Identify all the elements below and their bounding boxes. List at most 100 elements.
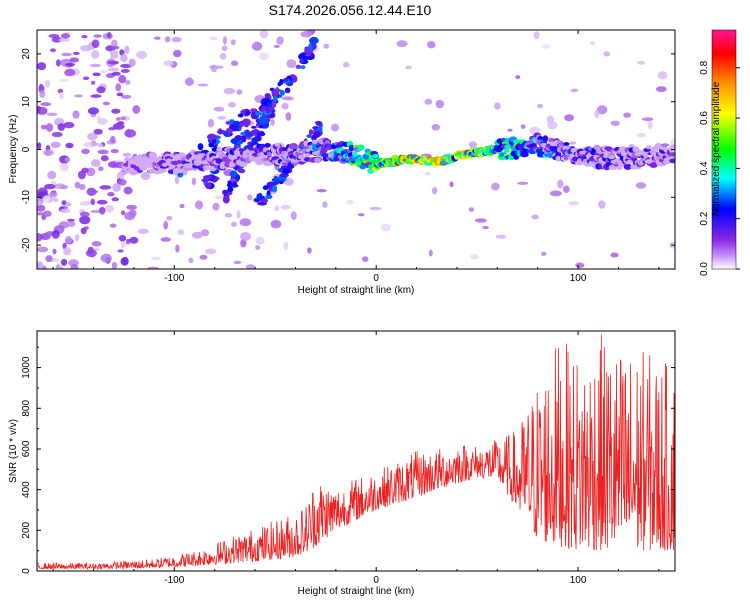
heatmap-cell <box>44 183 56 190</box>
colorbar-label: Normalized spectral amplitude <box>711 81 722 216</box>
figure-title: S174.2026.056.12.44.E10 <box>269 2 432 18</box>
heatmap-cell <box>97 143 104 148</box>
heatmap-cell <box>147 169 155 174</box>
heatmap-cell <box>495 234 507 239</box>
heatmap-cell <box>491 182 500 191</box>
heatmap-cell <box>83 76 90 81</box>
heatmap-cell <box>255 245 261 250</box>
heatmap-cell <box>657 71 668 80</box>
heatmap-cell <box>325 146 333 151</box>
heatmap-cell <box>262 185 269 191</box>
heatmap-cell <box>52 197 59 203</box>
colorbar-ticks: 0.0 0.2 0.4 0.6 0.8 <box>699 60 740 276</box>
heatmap-cell <box>111 71 121 76</box>
heatmap-cell <box>265 106 272 114</box>
heatmap-cell <box>112 183 121 192</box>
heatmap-cell <box>255 236 265 245</box>
heatmap-cell <box>435 99 444 109</box>
heatmap-cell <box>623 163 632 170</box>
heatmap-cell <box>163 220 169 230</box>
heatmap-cell <box>63 121 75 129</box>
heatmap-cell <box>507 128 513 132</box>
snr-ytick-label: 1000 <box>21 356 32 379</box>
heatmap-cell <box>237 168 246 174</box>
heatmap-cell <box>187 77 193 86</box>
heatmap-cell <box>515 75 521 80</box>
heatmap-cell <box>669 144 675 151</box>
heatmap-cell <box>299 65 306 70</box>
heatmap-cell <box>102 101 111 106</box>
heatmap-cell <box>48 34 60 38</box>
heatmap-cell <box>537 103 543 109</box>
heatmap-cell <box>67 221 76 228</box>
heatmap-cell <box>251 125 257 129</box>
heatmap-cell <box>649 162 658 168</box>
heatmap-cell <box>57 123 66 131</box>
heatmap-cell <box>270 119 275 126</box>
heatmap-cell <box>61 52 72 57</box>
heatmap-cell <box>38 83 44 91</box>
heatmap-cell <box>213 177 219 182</box>
heatmap-cell <box>503 148 510 153</box>
heatmap-cell <box>60 185 69 190</box>
heatmap-cell <box>315 122 322 126</box>
heatmap-cell <box>80 211 90 217</box>
heatmap-cell <box>43 149 55 156</box>
snr-ytick-label: 600 <box>21 440 32 457</box>
heatmap-cell <box>120 94 132 99</box>
heatmap-cell <box>312 151 320 156</box>
heatmap-cell <box>175 244 180 253</box>
heatmap-cell <box>281 96 293 101</box>
heatmap-cell <box>237 113 244 118</box>
heatmap-cell <box>163 60 174 67</box>
heatmap-cell <box>49 191 58 198</box>
heatmap-cell <box>74 181 81 189</box>
heatmap-cell <box>111 108 121 114</box>
heatmap-cell <box>245 264 256 269</box>
heatmap-cell <box>562 185 570 193</box>
heatmap-cell <box>67 218 75 222</box>
heatmap-cell <box>257 194 263 201</box>
heatmap-cell <box>37 261 43 269</box>
heatmap-cell <box>37 142 42 150</box>
heatmap-cell <box>280 204 291 210</box>
heatmap-cell <box>59 163 69 172</box>
heatmap-cell <box>425 171 431 176</box>
heatmap-cell <box>279 90 285 96</box>
heatmap-cell <box>151 256 162 261</box>
heatmap-cell <box>177 229 185 236</box>
heatmap-cell <box>204 248 217 255</box>
heatmap-cell <box>44 79 51 88</box>
heatmap-cell <box>569 141 577 145</box>
heatmap-cell <box>568 201 579 206</box>
heatmap-cell <box>153 36 161 40</box>
snr-ytick-label: 400 <box>21 481 32 498</box>
heatmap-cell <box>228 102 236 108</box>
heatmap-cell <box>224 213 233 218</box>
spectrogram-ytick-label: 0 <box>21 146 32 152</box>
heatmap-cell <box>637 60 646 65</box>
heatmap-cell <box>207 118 214 128</box>
heatmap-cell <box>110 149 119 154</box>
heatmap-cell <box>79 215 91 225</box>
heatmap-cell <box>60 33 71 39</box>
heatmap-cell <box>206 133 217 141</box>
heatmap-cell <box>316 189 327 193</box>
heatmap-cell <box>158 168 167 173</box>
heatmap-cell <box>98 166 104 171</box>
heatmap-cell <box>208 142 214 148</box>
heatmap-cell <box>65 142 74 149</box>
heatmap-cell <box>274 142 280 147</box>
heatmap-cell <box>239 160 248 167</box>
snr-xtick-label: -100 <box>164 575 184 586</box>
heatmap-cell <box>309 36 319 45</box>
heatmap-cell <box>91 241 102 247</box>
heatmap-cell <box>222 36 227 45</box>
heatmap-cell <box>590 41 596 46</box>
heatmap-cell <box>542 135 549 143</box>
colorbar-gradient <box>711 29 737 270</box>
spectrogram-xlabel: Height of straight line (km) <box>298 285 415 296</box>
colorbar-tick-label: 0.8 <box>699 60 710 74</box>
